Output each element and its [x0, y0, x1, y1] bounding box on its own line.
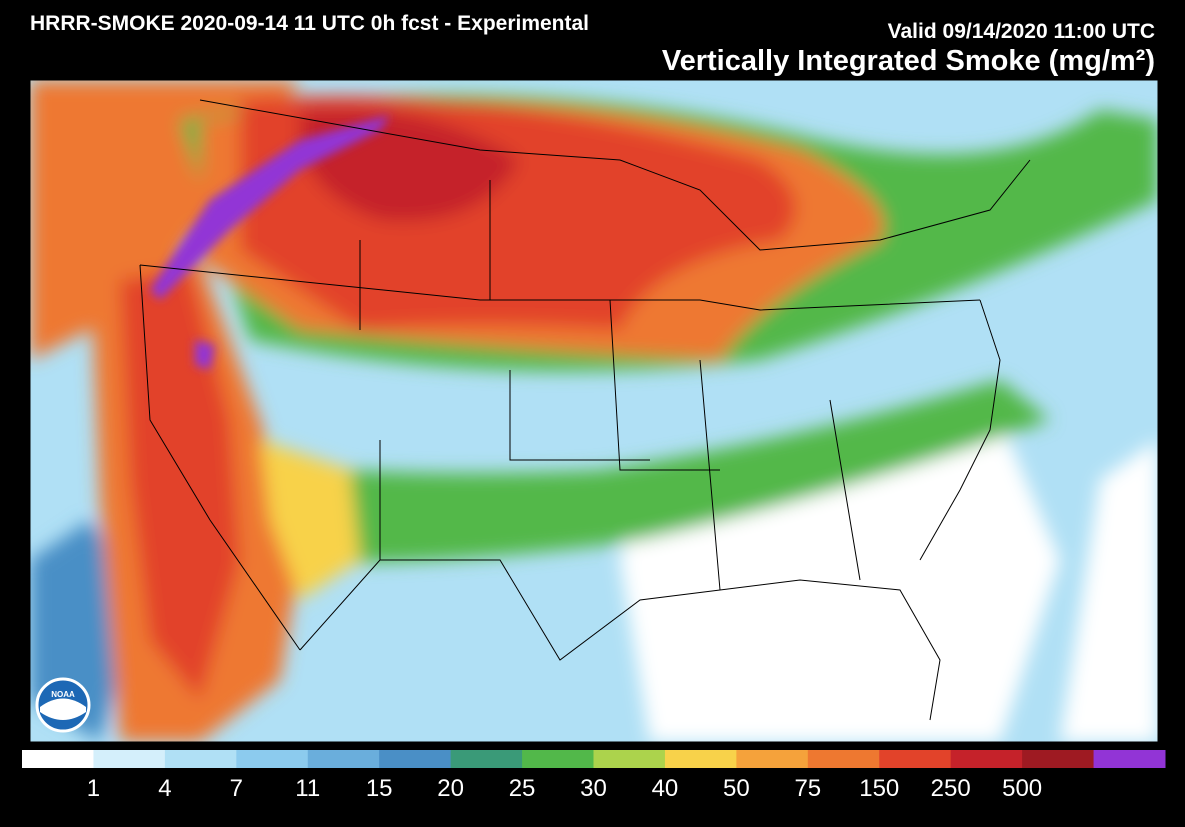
colorbar-swatch — [664, 750, 737, 768]
boundary — [359, 180, 861, 591]
colorbar-swatch — [736, 750, 809, 768]
colorbar-swatch — [1093, 750, 1166, 768]
plume — [1060, 440, 1158, 742]
colorbar-swatch — [236, 750, 309, 768]
colorbar-label: 11 — [295, 775, 320, 802]
colorbar-label: 7 — [230, 775, 243, 802]
valid-time: Valid 09/14/2020 11:00 UTC — [888, 20, 1155, 43]
boundary — [139, 264, 981, 311]
smoke-plumes — [30, 80, 1158, 742]
logo-wave — [40, 698, 86, 720]
colorbar-swatch — [22, 750, 94, 768]
colorbar-swatch — [1022, 750, 1095, 768]
plume — [120, 270, 240, 700]
plume — [195, 340, 215, 370]
model-title: HRRR-SMOKE 2020-09-14 11 UTC 0h fcst - E… — [30, 12, 589, 35]
colorbar-swatch — [593, 750, 666, 768]
colorbar-label: 4 — [158, 775, 171, 802]
boundary — [299, 559, 941, 721]
boundaries — [139, 99, 1031, 721]
boundary — [199, 99, 1031, 251]
plume — [230, 380, 1050, 563]
colorbar-label: 1 — [87, 775, 100, 802]
colorbar-label: 250 — [931, 775, 971, 802]
product-title: Vertically Integrated Smoke (mg/m²) — [662, 45, 1155, 77]
map-frame — [29, 79, 1159, 743]
dense-smoke — [150, 115, 390, 370]
logo-text: NOAA — [51, 690, 75, 699]
colorbar-swatch — [379, 750, 452, 768]
map-area: NOAA — [30, 80, 1158, 742]
colorbar-label: 50 — [723, 775, 750, 802]
plume — [260, 440, 360, 600]
plume — [150, 115, 390, 300]
colorbar-swatch — [807, 750, 880, 768]
colorbar-label: 15 — [366, 775, 393, 802]
colorbar-swatch — [522, 750, 594, 768]
colorbar-label: 75 — [794, 775, 821, 802]
boundary — [919, 299, 1001, 561]
colorbar-label: 25 — [509, 775, 536, 802]
colorbar-swatch — [879, 750, 952, 768]
colorbar-swatch — [307, 750, 380, 768]
colorbar-swatch — [450, 750, 523, 768]
colorbar-swatch — [93, 750, 166, 768]
noaa-logo: NOAA — [35, 677, 91, 733]
colorbar-swatch — [164, 750, 237, 768]
colorbar-label: 30 — [580, 775, 607, 802]
colorbar: 1 4 7 11 15 20 25 30 40 50 75 150 250 500 — [22, 750, 1166, 802]
colorbar-label: 500 — [1002, 775, 1042, 802]
colorbar-swatch — [950, 750, 1023, 768]
colorbar-label: 20 — [437, 775, 464, 802]
colorbar-label: 150 — [859, 775, 899, 802]
colorbar-label: 40 — [652, 775, 679, 802]
boundary — [139, 264, 301, 651]
